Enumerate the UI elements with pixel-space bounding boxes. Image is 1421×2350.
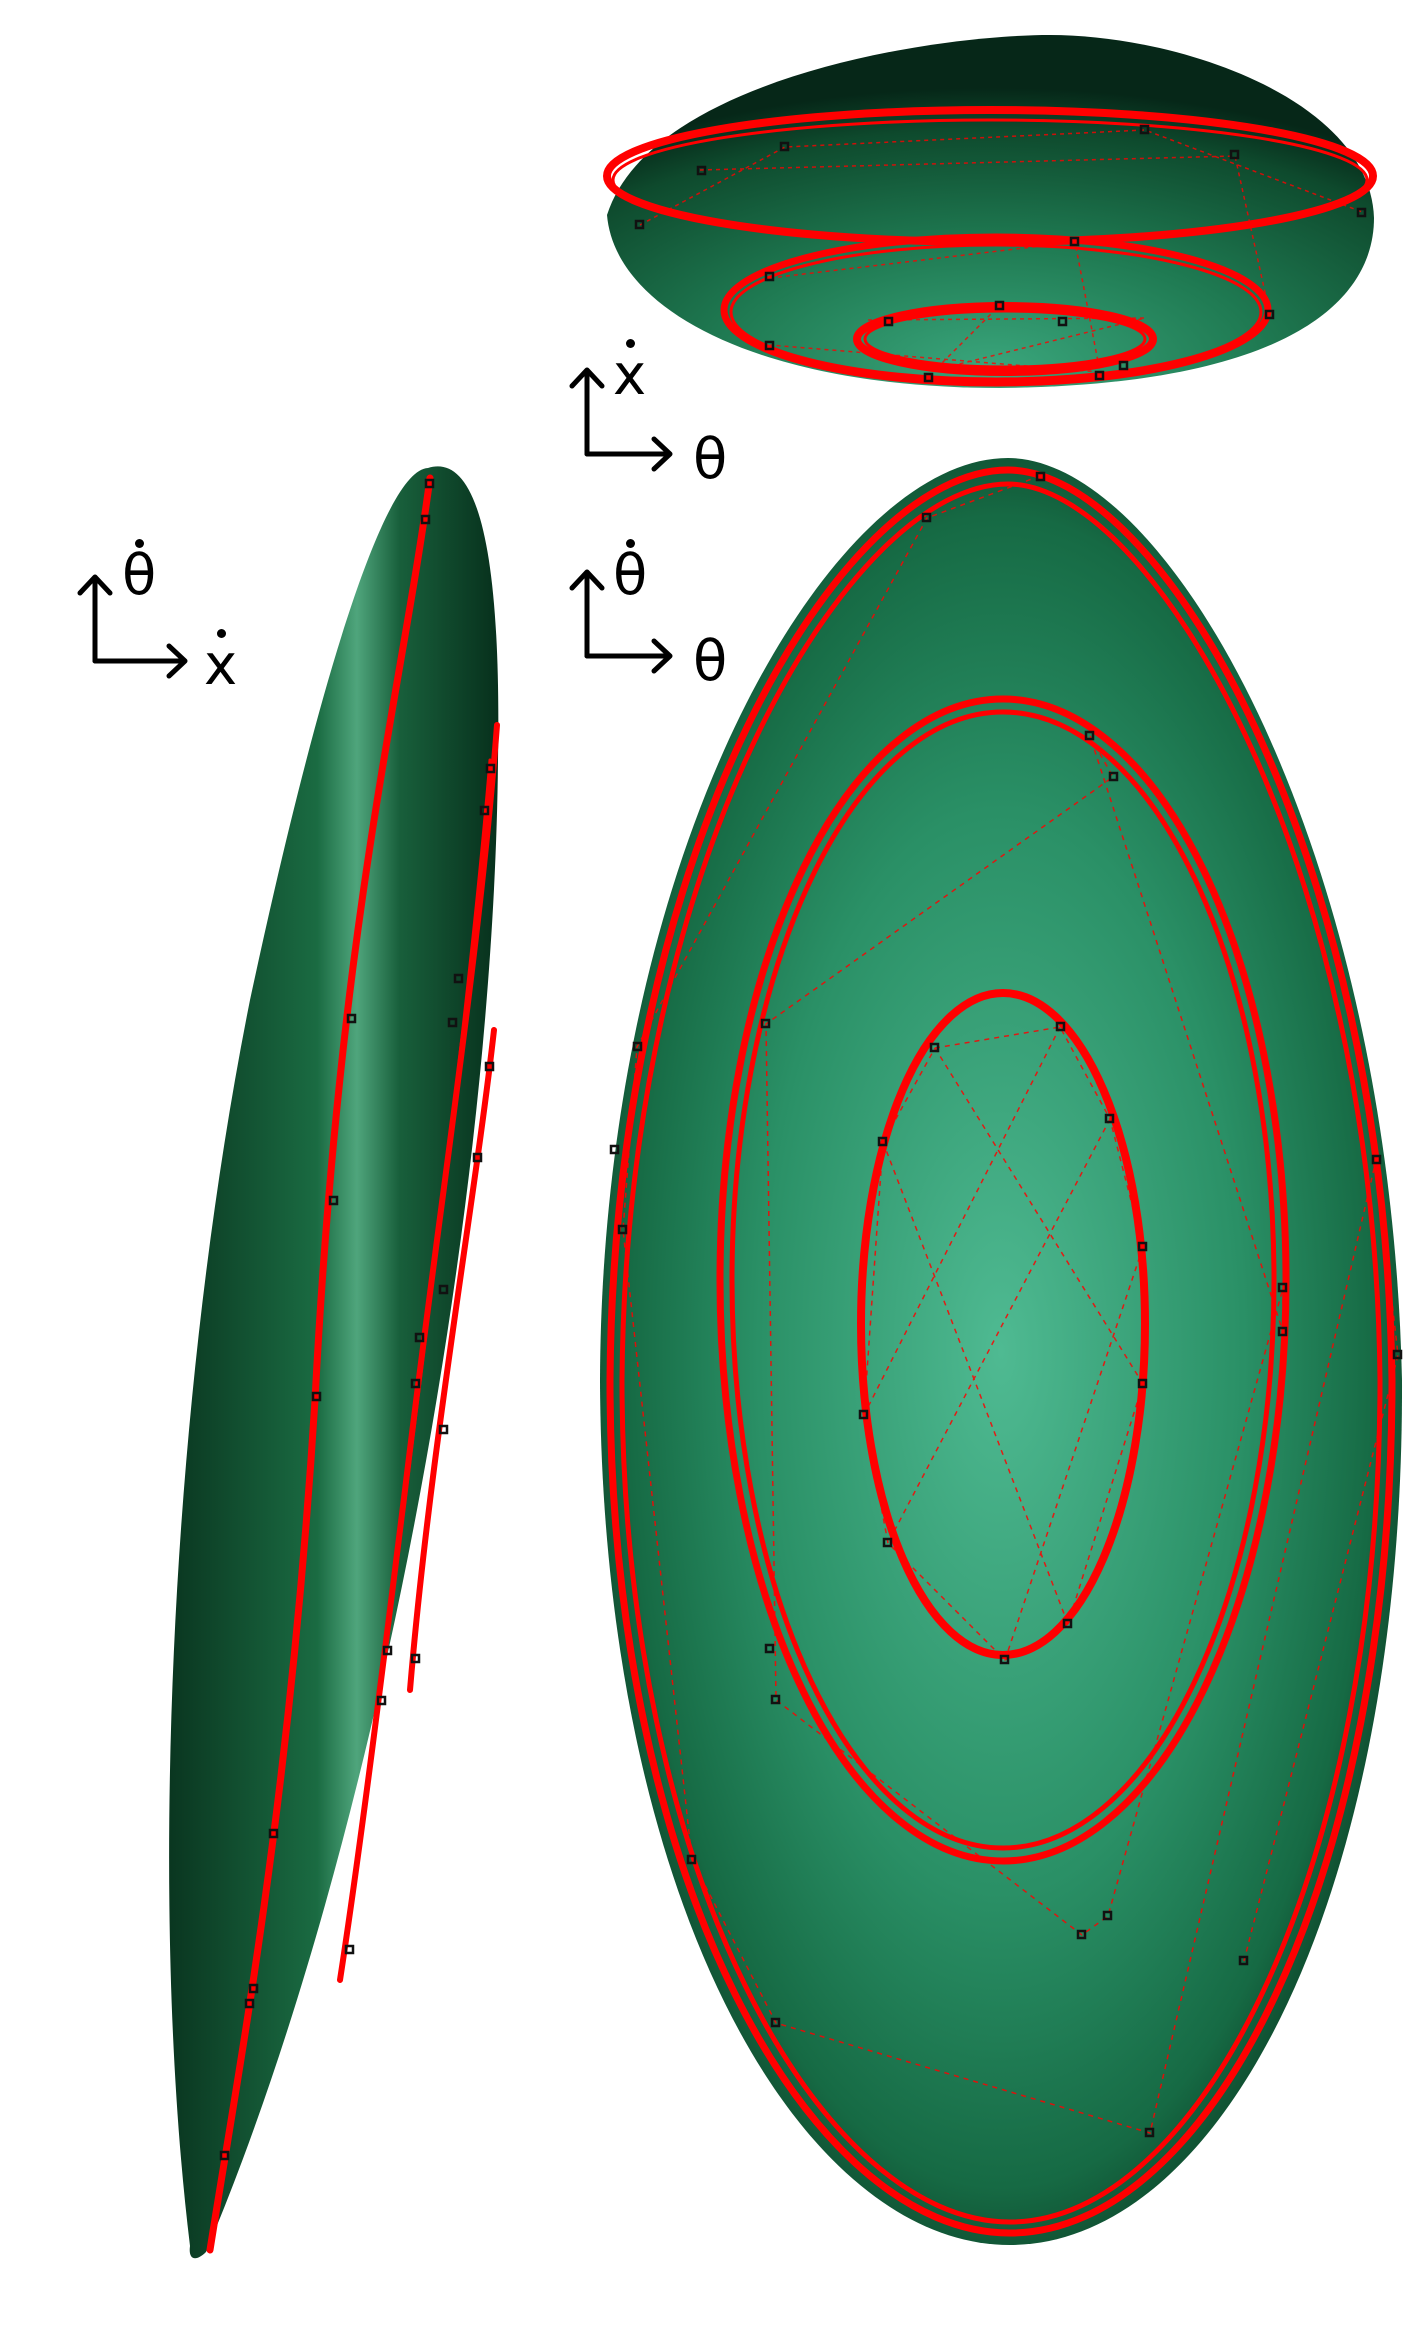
top-chords xyxy=(639,129,1366,373)
main-markers xyxy=(609,471,1403,2138)
main-chords xyxy=(622,475,1399,2134)
left-view xyxy=(169,466,500,2259)
top-middle-orbit-inner xyxy=(729,243,1263,381)
top-outer-orbit xyxy=(603,106,1377,246)
main-view-vertical-axis-label: θ xyxy=(613,539,648,608)
top-inner-orbit xyxy=(853,302,1157,376)
main-view-horizontal-axis-label: θ xyxy=(693,629,728,694)
main-outer-orbit xyxy=(606,466,1396,2237)
left-view-surface xyxy=(169,466,499,2259)
top-inner-orbit-inner xyxy=(863,309,1147,369)
top-markers xyxy=(634,124,1367,383)
left-markers xyxy=(219,478,496,2161)
main-middle-orbit-inner xyxy=(729,709,1277,1851)
left-view-axes xyxy=(77,574,188,679)
main-view xyxy=(600,458,1403,2245)
top-view-surface xyxy=(607,35,1374,388)
top-view-horizontal-axis-label: θ xyxy=(693,427,728,492)
top-view-axes xyxy=(569,367,673,472)
top-view xyxy=(603,35,1377,388)
left-view-horizontal-axis-label: x xyxy=(204,629,238,698)
left-side-orbit-c xyxy=(393,758,492,1582)
main-middle-orbit xyxy=(716,695,1290,1865)
main-view-trajectories xyxy=(606,466,1399,2237)
left-side-orbit-b xyxy=(407,1027,497,1693)
main-view-axes xyxy=(569,569,673,674)
axis-arrows xyxy=(77,367,673,679)
main-outer-orbit-inner xyxy=(619,481,1383,2225)
top-view-vertical-axis-label: x xyxy=(613,339,647,408)
left-view-vertical-axis-label: θ xyxy=(122,539,157,608)
